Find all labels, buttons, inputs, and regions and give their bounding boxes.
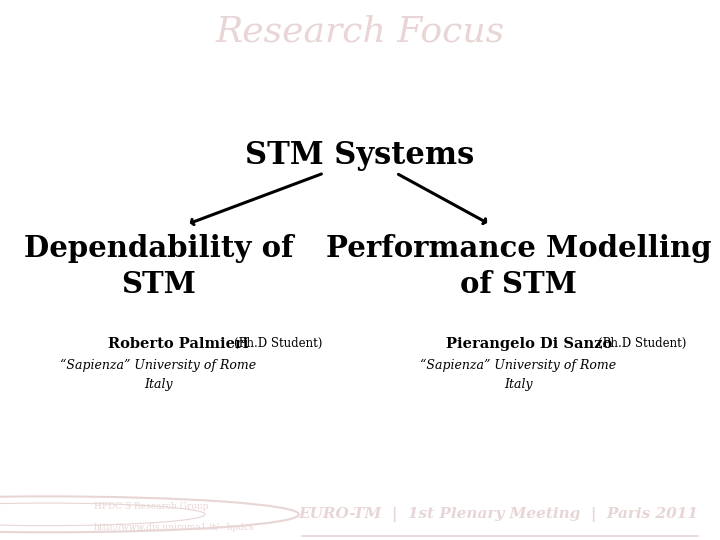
Text: (Ph.D Student): (Ph.D Student) xyxy=(234,337,323,350)
Text: Research Focus: Research Focus xyxy=(215,14,505,48)
Text: “Sapienza” University of Rome: “Sapienza” University of Rome xyxy=(60,359,256,372)
Text: Pierangelo Di Sanzo: Pierangelo Di Sanzo xyxy=(446,336,613,350)
Text: http://www.dis.uniroma1.it/~hpdcs: http://www.dis.uniroma1.it/~hpdcs xyxy=(94,523,254,532)
Text: HPDC S Research Group: HPDC S Research Group xyxy=(94,502,208,511)
Text: Italy: Italy xyxy=(504,377,533,390)
Text: Roberto Palmieri: Roberto Palmieri xyxy=(108,336,248,350)
Text: “Sapienza” University of Rome: “Sapienza” University of Rome xyxy=(420,359,616,372)
Text: (Ph.D Student): (Ph.D Student) xyxy=(598,337,686,350)
Text: Dependability of
STM: Dependability of STM xyxy=(24,234,293,299)
Text: EURO-TM  |  1st Plenary Meeting  |  Paris 2011: EURO-TM | 1st Plenary Meeting | Paris 20… xyxy=(298,507,698,522)
Text: Italy: Italy xyxy=(144,377,173,390)
Text: Performance Modelling
of STM: Performance Modelling of STM xyxy=(325,234,711,299)
Text: STM Systems: STM Systems xyxy=(246,140,474,172)
